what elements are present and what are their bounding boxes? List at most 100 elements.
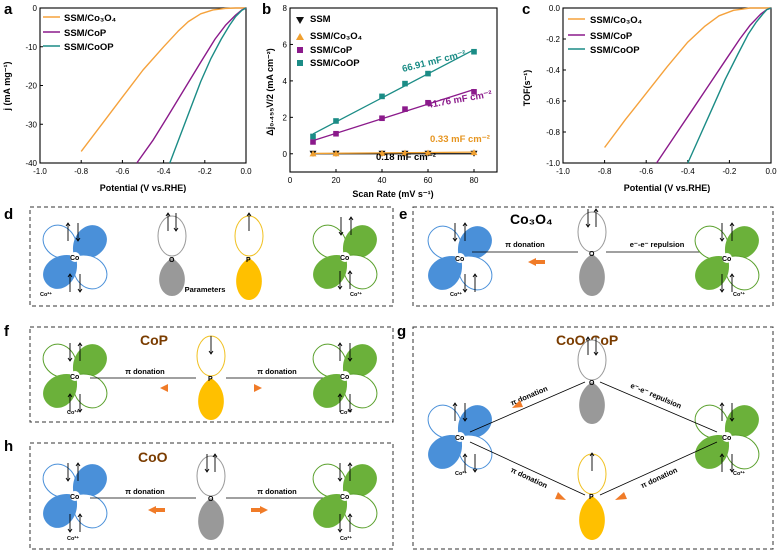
spin-arrowhead-30 — [585, 336, 591, 341]
spin-arrowhead-37 — [729, 417, 735, 422]
spin-arrowhead-15 — [585, 223, 591, 228]
x-tick-label-c-5: 0.0 — [765, 167, 777, 176]
y-tick-label-a-1: -10 — [25, 43, 37, 52]
co-orbital-right-f — [306, 337, 384, 415]
scheme-title-f: CoP — [140, 332, 168, 348]
data-point-b-2-3 — [402, 106, 408, 112]
co-orbital-left-h — [36, 457, 114, 535]
scheme-box-f — [29, 326, 394, 423]
pi-donation-e: π donation — [505, 240, 545, 249]
data-point-b-1-0 — [309, 150, 317, 157]
o-label-e: O — [589, 251, 595, 258]
data-point-b-1-5 — [470, 149, 478, 156]
spin-arrowhead-27 — [77, 408, 83, 413]
y-tick-label-a-4: -40 — [25, 159, 37, 168]
y-tick-label-c-3: -0.6 — [546, 97, 560, 106]
plot-frame-c — [562, 7, 772, 164]
y-axis-label-c: TOF(s⁻¹) — [522, 70, 532, 107]
spin-arrowhead-3 — [77, 288, 83, 293]
scheme-box-g — [412, 326, 774, 550]
pi-donation-lr-g: π donation — [639, 465, 679, 490]
co-sub-left-f: Co³⁺ — [67, 409, 79, 416]
co-sub-right-h: Co²⁺ — [340, 535, 352, 542]
bond-lr-g — [599, 441, 718, 496]
legend-text-b-2: SSM/CoP — [310, 45, 353, 56]
legend-text-a-2: SSM/CoOP — [64, 42, 114, 53]
scheme-title-h: CoO — [138, 449, 168, 465]
panel-d: d Co Co²⁺ O P Parameters — [4, 206, 394, 307]
co-label-left-g: Co — [455, 435, 464, 442]
y-tick-label-c-1: -0.2 — [546, 35, 560, 44]
repulsion-e: e⁻-e⁻ repulsion — [630, 240, 685, 249]
x-tick-label-b-4: 80 — [470, 176, 479, 185]
fit-line-b-3 — [312, 49, 475, 135]
co-label-right-h: Co — [340, 494, 349, 501]
panel-b: b 0 20 40 60 80 0 2 4 6 8 Scan Rate (mV s⁻¹) Δj₀.… — [262, 1, 498, 199]
panel-label-a: a — [4, 1, 13, 18]
co-orbital-right-g — [688, 398, 766, 476]
x-tick-label-a-0: -1.0 — [33, 167, 47, 176]
arrow-icon-left-f — [160, 384, 168, 392]
annotation-b-co3o4: 0.33 mF cm⁻² — [430, 134, 490, 145]
o-orbital-g — [577, 339, 607, 424]
arrow-icon-left-h — [148, 506, 165, 514]
p-orbital-f — [196, 335, 226, 420]
spin-arrowhead-6 — [246, 212, 252, 217]
y-tick-label-c-0: 0.0 — [549, 4, 561, 13]
co-orbital-left-d — [36, 218, 114, 296]
panel-label-d: d — [4, 206, 13, 223]
co-label-left-d: Co — [70, 255, 79, 262]
series-line-c-0 — [604, 7, 771, 148]
x-tick-label-a-5: 0.0 — [240, 167, 252, 176]
spin-arrowhead-40 — [589, 452, 595, 457]
spin-arrowhead-12 — [462, 222, 468, 227]
legend-a: SSM/Co₃O₄ SSM/CoP SSM/CoOP — [43, 13, 117, 53]
scheme-title-e: Co₃O₄ — [510, 211, 553, 227]
spin-arrowhead-20 — [729, 273, 735, 278]
electron-spin-arrows — [65, 208, 735, 533]
spin-arrowhead-35 — [472, 468, 478, 473]
o-label-d: O — [169, 257, 175, 264]
spin-arrowhead-2 — [67, 273, 73, 278]
x-tick-label-c-3: -0.4 — [681, 167, 695, 176]
spin-arrowhead-44 — [77, 513, 83, 518]
series-line-a-2 — [169, 7, 247, 164]
y-tick-label-a-2: -20 — [25, 82, 37, 91]
spin-arrowhead-19 — [719, 288, 725, 293]
spin-arrowhead-29 — [347, 408, 353, 413]
pi-donation-left-h: π donation — [125, 487, 165, 496]
annotation-b-cop: 41.76 mF cm⁻² — [427, 89, 493, 111]
legend-text-a-1: SSM/CoP — [64, 28, 107, 39]
x-tick-label-b-3: 60 — [424, 176, 433, 185]
o-label-h: O — [208, 496, 214, 503]
data-point-b-2-4 — [425, 99, 431, 106]
panel-h: h CoO Co Co²⁺ π donation O π donation — [4, 438, 394, 550]
spin-arrowhead-39 — [729, 468, 735, 473]
y-tick-label-b-1: 2 — [283, 113, 288, 122]
co-label-right-d: Co — [340, 255, 349, 262]
spin-arrowhead-18 — [729, 222, 735, 227]
panel-g: g CoO-CoP O Co Co²⁺ Co Co²⁺ P — [397, 323, 774, 550]
spin-arrowhead-34 — [462, 453, 468, 458]
bond-ul-g — [469, 381, 586, 433]
panel-f: f CoP Co Co³⁺ π donation P π donation — [4, 323, 394, 423]
arrow-icon-e — [528, 258, 545, 266]
spin-arrowhead-4 — [165, 212, 171, 217]
co-label-right-g: Co — [722, 435, 731, 442]
spin-arrowhead-22 — [77, 342, 83, 347]
spin-arrowhead-50 — [347, 513, 353, 518]
y-tick-label-a-0: 0 — [33, 4, 38, 13]
series-lines-c — [604, 7, 772, 164]
co-sub-right-e: Co³⁺ — [733, 291, 745, 298]
axis-ticks-b: 0 20 40 60 80 0 2 4 6 8 — [283, 4, 479, 185]
y-axis-label-a: j (mA mg⁻¹) — [2, 62, 12, 112]
co-orbital-left-g — [421, 398, 499, 476]
spin-arrowhead-25 — [347, 357, 353, 362]
legend-c: SSM/Co₃O₄ SSM/CoP SSM/CoOP — [568, 15, 643, 56]
panel-e: e Co₃O₄ Co Co²⁺ π donation O e⁻-e⁻ repul… — [399, 206, 774, 307]
arrow-icon-ul-g — [512, 400, 523, 408]
spin-arrowhead-16 — [593, 208, 599, 213]
data-point-b-1-2 — [378, 149, 386, 156]
data-point-b-1-1 — [332, 150, 340, 157]
legend-marker-b-1 — [296, 33, 304, 40]
